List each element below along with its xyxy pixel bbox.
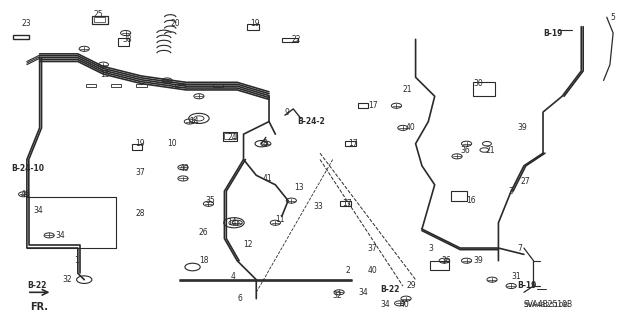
Text: 12: 12 xyxy=(244,241,253,249)
Text: 34: 34 xyxy=(33,206,43,215)
Text: 40: 40 xyxy=(20,190,30,199)
Text: 39: 39 xyxy=(473,256,483,265)
Bar xyxy=(111,84,121,87)
Text: 1: 1 xyxy=(75,256,79,265)
Bar xyxy=(132,144,142,150)
Text: 14: 14 xyxy=(189,117,199,126)
Text: B-19: B-19 xyxy=(518,281,537,291)
Text: 10: 10 xyxy=(167,139,177,148)
Text: 5: 5 xyxy=(610,13,615,22)
Text: SVA4B2510B: SVA4B2510B xyxy=(524,302,569,308)
Text: 28: 28 xyxy=(135,209,145,218)
Text: 33: 33 xyxy=(314,203,323,211)
Text: 15: 15 xyxy=(100,70,110,78)
Text: 39: 39 xyxy=(518,123,527,132)
Text: 6: 6 xyxy=(237,294,242,303)
Text: 29: 29 xyxy=(406,281,415,291)
Text: 38: 38 xyxy=(122,35,132,44)
Bar xyxy=(86,84,96,87)
Bar xyxy=(175,84,185,87)
Text: 34: 34 xyxy=(56,231,65,240)
Text: B-24-10: B-24-10 xyxy=(11,165,44,174)
Text: 32: 32 xyxy=(62,275,72,284)
Text: 37: 37 xyxy=(135,168,145,177)
Text: 22: 22 xyxy=(291,35,301,44)
Bar xyxy=(340,201,351,206)
Text: 23: 23 xyxy=(22,19,31,28)
Text: 9: 9 xyxy=(285,108,290,116)
Bar xyxy=(136,84,147,87)
Text: 8: 8 xyxy=(262,139,268,148)
Text: 4: 4 xyxy=(231,272,236,281)
Bar xyxy=(225,133,236,139)
Bar xyxy=(346,141,356,146)
Bar xyxy=(213,84,223,87)
Text: 40: 40 xyxy=(399,300,410,309)
Text: 17: 17 xyxy=(342,199,352,208)
Text: 26: 26 xyxy=(199,228,209,237)
Text: 14: 14 xyxy=(228,218,237,227)
Bar xyxy=(451,191,467,201)
Text: 20: 20 xyxy=(170,19,180,28)
Text: B-19: B-19 xyxy=(543,28,563,38)
Text: 17: 17 xyxy=(368,101,378,110)
Text: FR.: FR. xyxy=(31,302,49,312)
Text: 19: 19 xyxy=(135,139,145,148)
Text: 36: 36 xyxy=(460,145,470,154)
Text: 25: 25 xyxy=(94,10,104,19)
Bar xyxy=(92,16,108,24)
Text: B-24-2: B-24-2 xyxy=(298,117,326,126)
Text: 3: 3 xyxy=(428,243,433,253)
Text: 18: 18 xyxy=(199,256,209,265)
Text: 2: 2 xyxy=(346,266,350,275)
Bar xyxy=(429,261,449,270)
Bar xyxy=(358,103,368,108)
Text: 3: 3 xyxy=(508,187,513,196)
Text: 31: 31 xyxy=(511,272,521,281)
Text: 35: 35 xyxy=(205,196,215,205)
Text: 40: 40 xyxy=(180,165,189,174)
Text: 21: 21 xyxy=(403,85,412,94)
Text: 40: 40 xyxy=(406,123,416,132)
Text: 40: 40 xyxy=(368,266,378,275)
Text: B-22: B-22 xyxy=(381,285,400,294)
Text: 27: 27 xyxy=(521,177,531,186)
Bar xyxy=(473,82,495,96)
Text: 36: 36 xyxy=(441,256,451,265)
Text: 19: 19 xyxy=(250,19,260,28)
Text: 17: 17 xyxy=(349,139,358,148)
Text: 21: 21 xyxy=(486,145,495,154)
Text: 30: 30 xyxy=(473,79,483,88)
Text: 13: 13 xyxy=(294,183,304,192)
Text: 32: 32 xyxy=(333,291,342,300)
Text: 11: 11 xyxy=(275,215,285,224)
Bar xyxy=(95,17,105,22)
Text: SVA4B2510B: SVA4B2510B xyxy=(524,300,573,309)
Bar xyxy=(282,38,298,42)
Bar xyxy=(223,132,237,141)
Text: 7: 7 xyxy=(518,243,522,253)
Text: 24: 24 xyxy=(228,133,237,142)
Bar xyxy=(118,38,129,46)
Text: B-22: B-22 xyxy=(27,281,46,291)
Text: 34: 34 xyxy=(358,288,368,297)
Text: 16: 16 xyxy=(467,196,476,205)
Text: 37: 37 xyxy=(368,243,378,253)
Text: 41: 41 xyxy=(262,174,272,183)
Bar xyxy=(246,24,259,30)
Text: 34: 34 xyxy=(381,300,390,309)
Bar xyxy=(13,34,29,39)
